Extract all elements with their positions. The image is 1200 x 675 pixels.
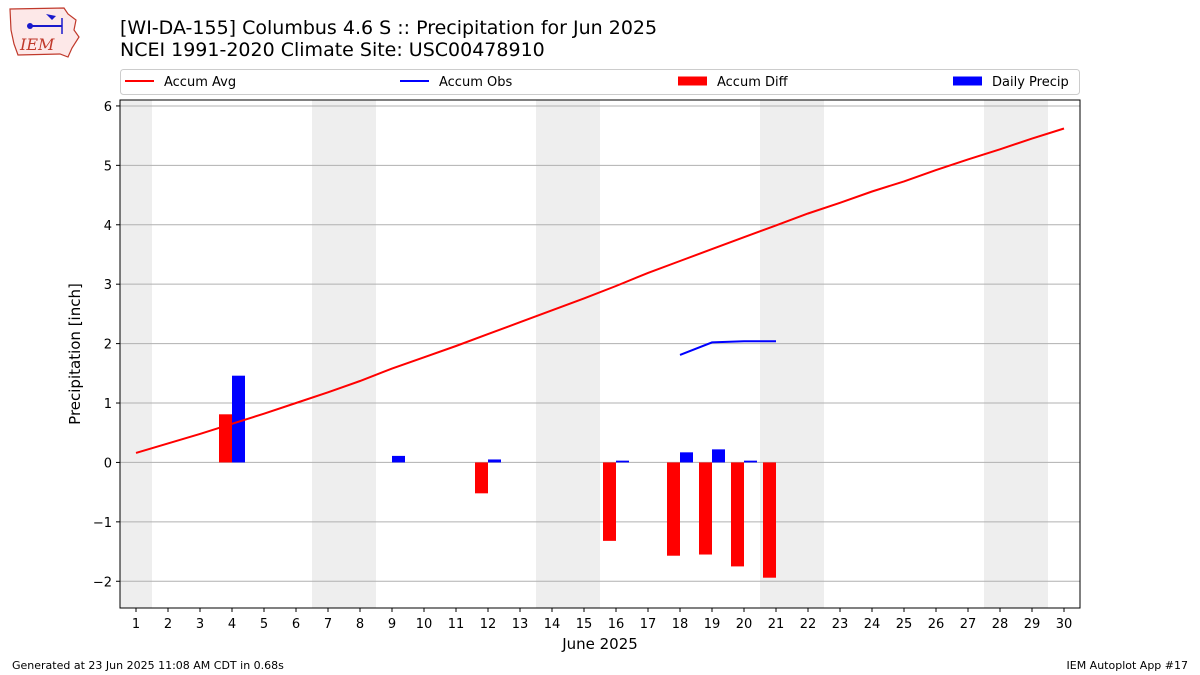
y-tick-label: −1 xyxy=(93,516,112,531)
legend-box xyxy=(120,69,1080,95)
x-tick-label: 27 xyxy=(960,617,977,632)
daily-precip-bar xyxy=(488,459,501,463)
y-axis-label: Precipitation [inch] xyxy=(66,283,84,425)
daily-precip-bar xyxy=(232,375,245,463)
daily-precip-bar xyxy=(680,452,693,463)
footer-app: IEM Autoplot App #17 xyxy=(1066,659,1189,672)
x-axis-label: June 2025 xyxy=(561,635,638,653)
y-tick-label: 1 xyxy=(104,397,112,412)
wind-cup-shape xyxy=(46,14,56,20)
x-tick-label: 15 xyxy=(576,617,593,632)
weekend-shade xyxy=(536,100,600,608)
y-tick-label: 0 xyxy=(104,456,112,471)
x-tick-label: 5 xyxy=(260,617,268,632)
y-tick-label: 2 xyxy=(104,338,112,353)
accum-diff-bar xyxy=(763,462,776,578)
accum-diff-bar xyxy=(475,462,488,494)
y-tick-label: 3 xyxy=(104,278,112,293)
x-tick-label: 28 xyxy=(992,617,1009,632)
x-tick-label: 10 xyxy=(416,617,433,632)
weather-vane-hub xyxy=(27,23,33,29)
x-tick-label: 22 xyxy=(800,617,817,632)
legend-swatch-accum-diff xyxy=(678,76,707,86)
y-tick-label: 5 xyxy=(104,159,112,174)
accum-diff-bar xyxy=(667,462,680,556)
accum-obs-line xyxy=(679,340,776,356)
x-tick-label: 13 xyxy=(512,617,529,632)
accum-avg-line xyxy=(135,127,1065,454)
x-tick-label: 11 xyxy=(448,617,465,632)
x-tick-label: 4 xyxy=(228,617,236,632)
x-tick-label: 29 xyxy=(1024,617,1041,632)
weekend-shade xyxy=(312,100,376,608)
legend-label-accum-obs: Accum Obs xyxy=(439,75,512,90)
weekend-shade xyxy=(120,100,152,608)
x-tick-label: 17 xyxy=(640,617,657,632)
y-tick-label: 4 xyxy=(104,219,112,234)
x-tick-label: 18 xyxy=(672,617,689,632)
x-tick-label: 12 xyxy=(480,617,497,632)
x-tick-label: 2 xyxy=(164,617,172,632)
footer-generated: Generated at 23 Jun 2025 11:08 AM CDT in… xyxy=(12,659,284,672)
x-tick-label: 30 xyxy=(1056,617,1073,632)
x-tick-label: 23 xyxy=(832,617,849,632)
x-tick-label: 26 xyxy=(928,617,945,632)
y-tick-label: 6 xyxy=(104,100,112,115)
x-tick-label: 24 xyxy=(864,617,881,632)
x-tick-label: 20 xyxy=(736,617,753,632)
x-tick-label: 25 xyxy=(896,617,913,632)
y-tick-label: −2 xyxy=(93,575,112,590)
legend-label-daily-precip: Daily Precip xyxy=(992,75,1069,90)
logo-text: IEM xyxy=(19,35,55,54)
x-tick-label: 6 xyxy=(292,617,300,632)
x-tick-label: 14 xyxy=(544,617,561,632)
x-tick-label: 3 xyxy=(196,617,204,632)
legend-label-accum-avg: Accum Avg xyxy=(164,75,236,90)
x-tick-label: 1 xyxy=(132,617,140,632)
daily-precip-bar xyxy=(616,460,629,463)
weekend-shade xyxy=(984,100,1048,608)
plot-frame xyxy=(119,99,1081,609)
legend-label-accum-diff: Accum Diff xyxy=(717,75,789,90)
iem-logo: IEM xyxy=(9,7,80,58)
daily-precip-bar xyxy=(712,449,725,463)
legend-swatch-daily-precip xyxy=(953,76,982,86)
accum-diff-bar xyxy=(699,462,712,555)
accum-diff-bar xyxy=(731,462,744,567)
x-tick-label: 21 xyxy=(768,617,785,632)
accum-diff-bar xyxy=(603,462,616,541)
accum-diff-bar xyxy=(219,414,232,463)
daily-precip-bar xyxy=(392,455,405,463)
daily-precip-bar xyxy=(744,460,757,463)
chart-subtitle: NCEI 1991-2020 Climate Site: USC00478910 xyxy=(120,39,545,61)
x-tick-label: 7 xyxy=(324,617,332,632)
x-tick-label: 19 xyxy=(704,617,721,632)
x-tick-label: 9 xyxy=(388,617,396,632)
chart-title: [WI-DA-155] Columbus 4.6 S :: Precipitat… xyxy=(120,17,658,39)
x-tick-label: 8 xyxy=(356,617,364,632)
x-tick-label: 16 xyxy=(608,617,625,632)
